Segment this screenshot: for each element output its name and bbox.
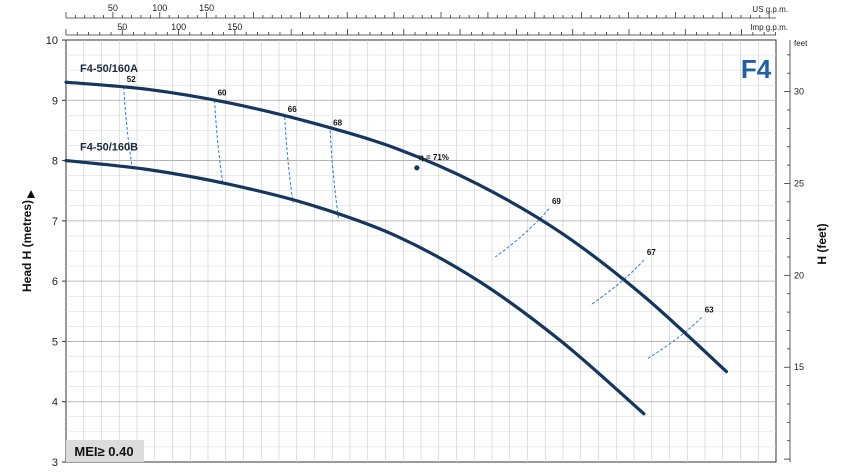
right-axis: 15 20 25 30 feet <box>784 39 808 462</box>
y-tick-label: 4 <box>52 397 58 409</box>
feet-tick-label: 25 <box>794 178 804 188</box>
y-axis-label: Head H (metres) <box>20 200 34 292</box>
imp-gpm-tick-label: 150 <box>227 22 242 32</box>
efficiency-lines <box>123 86 703 359</box>
right-axis-label: H (feet) <box>815 223 829 264</box>
curve-a <box>64 80 729 374</box>
best-efficiency-point <box>414 165 420 171</box>
efficiency-line <box>495 208 550 258</box>
imp-gpm-tick-label: 100 <box>171 22 186 32</box>
us-gpm-unit: US g.p.m. <box>752 5 788 14</box>
plot-grid <box>65 39 777 463</box>
y-axis-arrow <box>27 190 35 198</box>
y-tick-label: 7 <box>52 216 58 228</box>
model-badge: F4 <box>741 54 772 84</box>
efficiency-line <box>589 259 645 306</box>
y-tick-label: 9 <box>52 95 58 107</box>
series-label: F4-50/160A <box>80 63 138 75</box>
y-tick-label: 5 <box>52 336 58 348</box>
left-axis: 3 4 5 6 7 8 9 10 <box>27 35 66 469</box>
us-gpm-tick-label: 150 <box>199 3 214 13</box>
efficiency-line <box>647 316 703 359</box>
efficiency-line <box>284 117 294 203</box>
efficiency-line <box>214 100 224 184</box>
us-gpm-tick-label: 100 <box>152 3 167 13</box>
feet-tick-label: 20 <box>794 270 804 280</box>
efficiency-label: 68 <box>333 118 342 127</box>
efficiency-label: 66 <box>288 105 297 114</box>
y-tick-label: 6 <box>52 276 58 288</box>
feet-unit: feet <box>794 39 808 48</box>
labels: F4-50/160A F4-50/160B 52 60 66 68 69 67 63 η = 71… <box>80 63 714 314</box>
curve-b <box>64 158 646 416</box>
efficiency-label: 63 <box>705 305 714 314</box>
feet-tick-label: 30 <box>794 87 804 97</box>
efficiency-label: 67 <box>647 248 656 257</box>
mei-label: MEI≥ 0.40 <box>74 444 133 459</box>
y-tick-label: 10 <box>46 35 58 47</box>
us-gpm-tick-label: 50 <box>108 3 118 13</box>
top-axis: 50 100 150 50 100 150 US g.p.m. Imp g.p.m. <box>65 3 788 36</box>
efficiency-label: 60 <box>218 88 227 97</box>
mei-box: MEI≥ 0.40 <box>66 440 144 462</box>
y-tick-label: 3 <box>52 457 58 469</box>
y-tick-label: 8 <box>52 156 58 168</box>
efficiency-line <box>123 86 133 167</box>
curves <box>64 80 729 416</box>
imp-gpm-tick-label: 50 <box>117 22 127 32</box>
feet-tick-label: 15 <box>794 362 804 372</box>
efficiency-label: 52 <box>127 75 136 84</box>
series-label: F4-50/160B <box>80 142 138 154</box>
imp-gpm-unit: Imp g.p.m. <box>750 23 788 32</box>
best-efficiency-label: η = 71% <box>419 153 449 162</box>
efficiency-label: 69 <box>552 197 561 206</box>
